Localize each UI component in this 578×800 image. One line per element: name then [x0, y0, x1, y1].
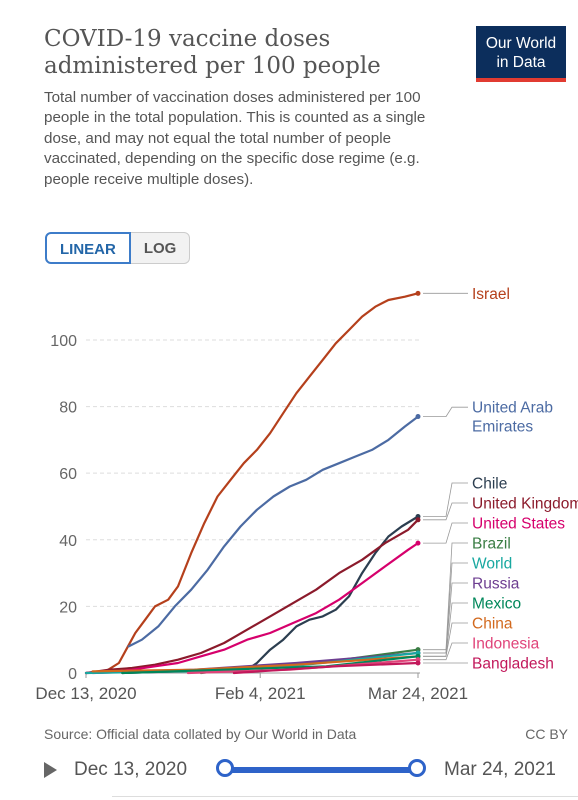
timeline-range-track[interactable]	[226, 767, 420, 773]
line-chart: 0 20 40 60 80 100 Dec 13, 2020 Feb 4, 2021 Mar 2…	[35, 286, 578, 703]
timeline-control: Dec 13, 2020 Mar 24, 2021	[40, 754, 578, 786]
series-end-point-bangladesh	[415, 660, 421, 666]
legend-leader-line	[423, 622, 468, 657]
series-end-point-israel	[415, 290, 421, 296]
legend-leader-line	[423, 522, 468, 544]
legend-leader-line	[423, 562, 468, 654]
timeline-end-handle[interactable]	[408, 759, 426, 777]
logo-line-2: in Data	[496, 54, 546, 71]
play-icon[interactable]	[44, 762, 57, 778]
legend-label-indonesia: Indonesia	[472, 636, 540, 653]
y-tick-label: 0	[68, 666, 77, 683]
y-tick-label: 20	[59, 599, 77, 616]
chart-title: COVID-19 vaccine doses administered per …	[44, 26, 381, 79]
legend-label-united-kingdom: United Kingdom	[472, 496, 578, 513]
legend-leader-line	[423, 602, 468, 657]
linear-scale-button[interactable]: LINEAR	[45, 232, 131, 264]
timeline-start-label: Dec 13, 2020	[74, 759, 188, 780]
y-tick-label: 100	[50, 333, 77, 350]
logo-line-1: Our World	[485, 35, 557, 52]
x-tick-label: Feb 4, 2021	[215, 684, 306, 703]
legend-layer: Bangladesh Indonesia China Mexico Russia Worl…	[423, 286, 578, 673]
license-link[interactable]: CC BY	[525, 726, 568, 742]
series-end-point-united-kingdom	[415, 517, 421, 523]
x-tick-label: Mar 24, 2021	[368, 684, 468, 703]
y-tick-label: 60	[59, 466, 77, 483]
legend-leader-line	[423, 482, 468, 517]
legend-leader-line	[423, 642, 468, 661]
legend-leader-line	[423, 582, 468, 654]
series-line-united-kingdom	[84, 518, 420, 675]
series-line-mexico	[121, 655, 420, 675]
legend-label-brazil: Brazil	[472, 536, 511, 553]
legend-leader-line	[423, 502, 468, 521]
series-line-china	[91, 655, 420, 673]
x-tick-label: Dec 13, 2020	[35, 684, 136, 703]
legend-label-united-states: United States	[472, 516, 565, 533]
timeline-start-handle[interactable]	[216, 759, 234, 777]
legend-label-russia: Russia	[472, 576, 520, 593]
timeline-end-label: Mar 24, 2021	[444, 759, 556, 780]
legend-label-mexico: Mexico	[472, 596, 521, 613]
legend-label-world: World	[472, 556, 512, 573]
series-layer	[84, 290, 421, 675]
owid-logo[interactable]: Our World in Data	[476, 26, 566, 82]
series-end-point-united-arab-emirates	[415, 414, 421, 420]
series-line-israel	[84, 292, 420, 675]
legend-label-bangladesh: Bangladesh	[472, 656, 554, 673]
legend-label-united-arab-emirates: United Arab Emirates	[472, 400, 553, 436]
series-end-point-united-states	[415, 540, 421, 546]
legend-leader-line	[423, 406, 468, 418]
source-note: Source: Official data collated by Our Wo…	[44, 726, 357, 742]
legend-label-chile: Chile	[472, 476, 507, 493]
legend-label-israel: Israel	[472, 286, 510, 303]
series-line-bangladesh	[232, 661, 420, 675]
chart-subtitle: Total number of vaccination doses admini…	[44, 89, 426, 188]
legend-leader-line	[423, 542, 468, 651]
y-tick-label: 80	[59, 400, 77, 417]
scale-toggle: LINEAR LOG	[45, 232, 191, 264]
divider	[112, 796, 578, 797]
series-line-united-states	[84, 541, 420, 675]
legend-label-china: China	[472, 616, 513, 633]
y-tick-label: 40	[59, 533, 77, 550]
grid-layer: 0 20 40 60 80 100 Dec 13, 2020 Feb 4, 2021 Mar 2…	[35, 333, 468, 703]
series-line-united-arab-emirates	[127, 415, 420, 648]
log-scale-button[interactable]: LOG	[130, 232, 191, 264]
